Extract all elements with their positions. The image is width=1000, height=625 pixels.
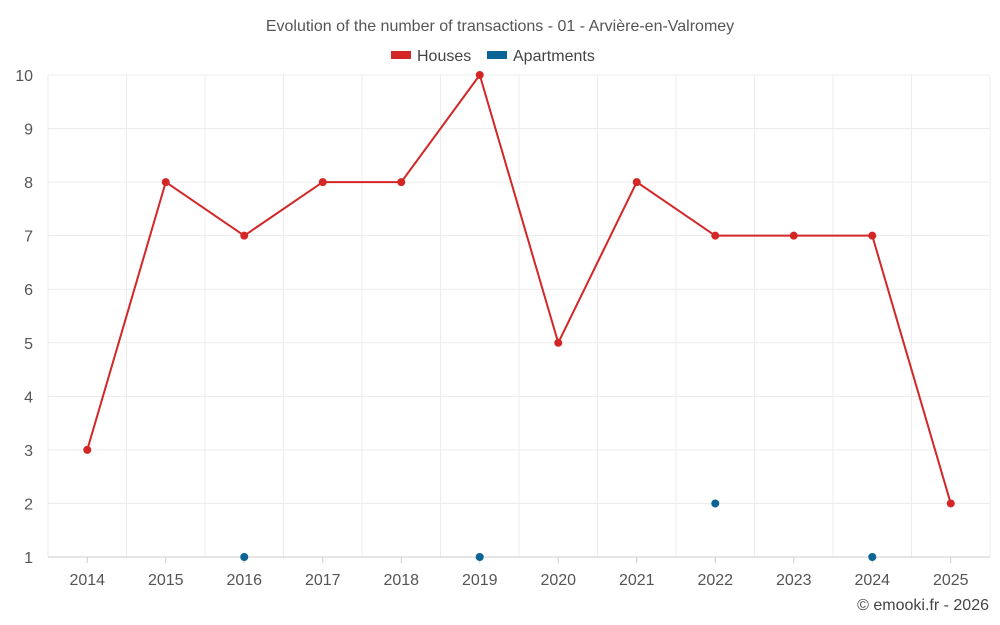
data-point-houses[interactable] [318, 178, 327, 187]
y-tick-label: 9 [24, 122, 33, 139]
data-point-houses[interactable] [161, 178, 170, 187]
x-tick-label: 2025 [933, 572, 969, 589]
grid [47, 74, 991, 557]
legend-swatch-apartments [487, 51, 507, 59]
x-tick-label: 2016 [226, 572, 262, 589]
data-point-houses[interactable] [554, 338, 563, 347]
y-tick-label: 8 [24, 175, 33, 192]
legend-label-apartments: Apartments [513, 48, 595, 65]
x-tick-label: 2018 [383, 572, 419, 589]
data-point-houses[interactable] [868, 231, 877, 240]
x-tick-label: 2015 [148, 572, 184, 589]
y-tick-label: 3 [24, 443, 33, 460]
x-tick-label: 2022 [697, 572, 733, 589]
data-point-apartments[interactable] [240, 553, 249, 561]
y-tick-label: 1 [24, 550, 33, 567]
y-tick-label: 5 [24, 336, 33, 353]
data-point-houses[interactable] [240, 231, 249, 240]
y-tick-label: 7 [24, 229, 33, 246]
x-tick-label: 2021 [619, 572, 655, 589]
x-tick-label: 2024 [854, 572, 890, 589]
legend-item-houses[interactable]: Houses [391, 48, 471, 65]
data-point-houses[interactable] [632, 178, 641, 187]
x-tick-label: 2023 [776, 572, 812, 589]
x-tick-label: 2017 [305, 572, 341, 589]
data-point-apartments[interactable] [475, 553, 484, 561]
x-tick-label: 2019 [462, 572, 498, 589]
series-layer [83, 71, 955, 561]
y-tick-label: 2 [24, 496, 33, 513]
x-axis: 2014 2015 2016 2017 2018 2019 2020 2021 2022 2023… [48, 556, 990, 589]
data-point-houses[interactable] [711, 231, 720, 240]
chart-title: Evolution of the number of transactions … [266, 18, 734, 35]
series-line-houses [86, 74, 952, 504]
credit-text: © emooki.fr - 2026 [857, 597, 989, 614]
x-tick-label: 2014 [69, 572, 105, 589]
data-point-houses[interactable] [946, 499, 955, 508]
y-axis: 1 2 3 4 5 6 7 8 9 10 [15, 68, 33, 567]
data-point-houses[interactable] [475, 71, 484, 79]
y-tick-label: 6 [24, 282, 33, 299]
legend-label-houses: Houses [417, 48, 471, 65]
legend-swatch-houses [391, 51, 411, 59]
data-point-apartments[interactable] [868, 553, 877, 561]
x-tick-label: 2020 [540, 572, 576, 589]
legend: Houses Apartments [391, 48, 595, 65]
data-point-houses[interactable] [397, 178, 406, 187]
y-tick-label: 10 [15, 68, 33, 85]
legend-item-apartments[interactable]: Apartments [487, 48, 595, 65]
data-point-apartments[interactable] [711, 499, 720, 508]
data-point-houses[interactable] [789, 231, 798, 240]
data-point-houses[interactable] [83, 445, 92, 454]
y-tick-label: 4 [24, 389, 33, 406]
